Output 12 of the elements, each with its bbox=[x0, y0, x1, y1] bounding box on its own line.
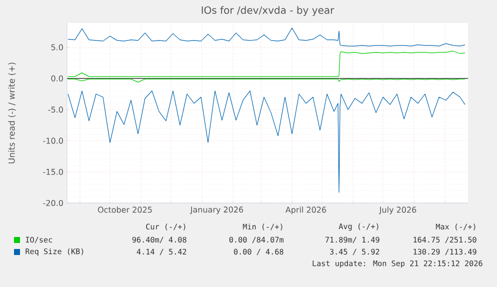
y-tick-label: -5.0 bbox=[48, 106, 63, 113]
x-tick-label: April 2026 bbox=[285, 206, 326, 214]
y-axis-title: Units read (-) / write (+) bbox=[8, 62, 16, 164]
y-tick-label: -15.0 bbox=[43, 168, 63, 175]
y-tick-label: -10.0 bbox=[43, 138, 63, 144]
x-tick-label: July 2026 bbox=[378, 206, 416, 214]
y-tick-label: -20.0 bbox=[43, 200, 63, 206]
chart-title: IOs for /dev/xvda - by year bbox=[202, 6, 334, 16]
y-tick-label: 5.0 bbox=[51, 44, 63, 50]
x-tick-label: January 2026 bbox=[190, 206, 244, 214]
y-tick-label: 0.0 bbox=[51, 75, 63, 82]
x-tick-label: October 2025 bbox=[98, 206, 152, 213]
